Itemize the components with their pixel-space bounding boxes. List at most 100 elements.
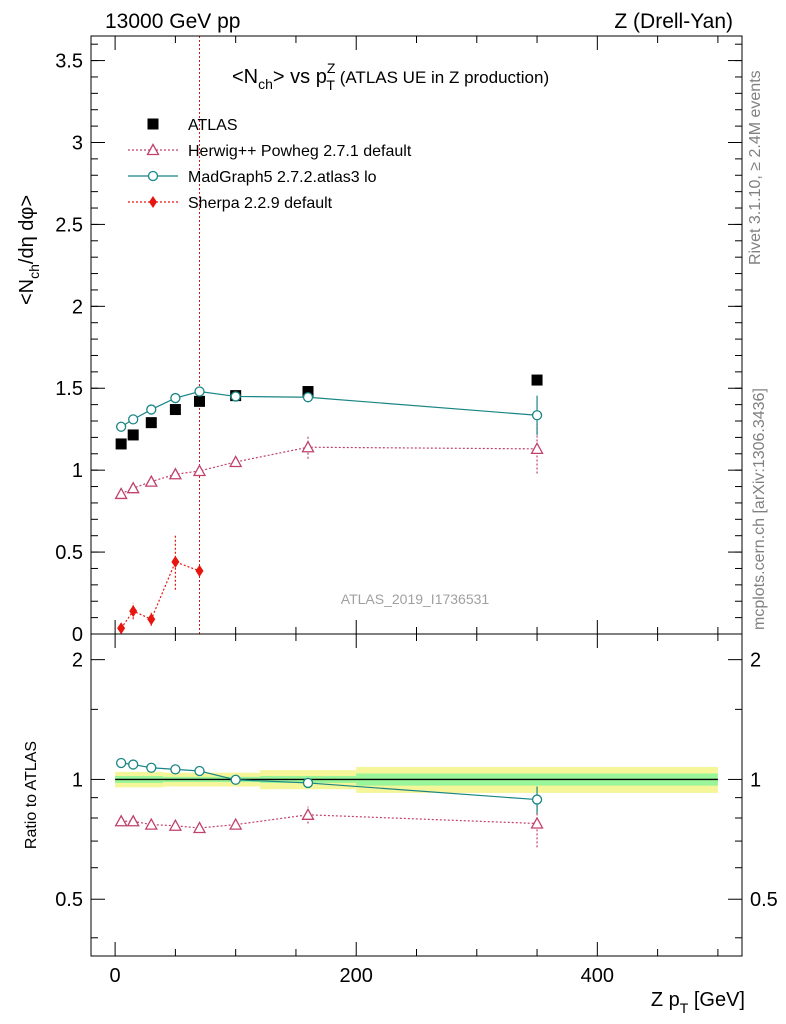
main-series-1-point <box>229 455 243 468</box>
ytick-label-right-ratio: 0.5 <box>750 889 778 911</box>
main-series-0-point <box>145 417 157 429</box>
main-series-3-point <box>147 613 156 626</box>
ratio-axes: 0.5 0.5 1 1 2 2 0 200 400 <box>55 634 778 987</box>
main-series-3-point <box>195 564 204 577</box>
ytick-label-ratio: 2 <box>72 650 83 672</box>
xtick-label: 0 <box>110 965 121 987</box>
ytick-label-main: 3.5 <box>55 51 83 73</box>
main-series-2-point <box>302 392 314 403</box>
main-title: <Nch> vs pZ T (ATLAS UE in Z production) <box>232 60 549 93</box>
mcplots-label: mcplots.cern.ch [arXiv:1306.3436] <box>751 388 768 630</box>
ytick-label-right-ratio: 1 <box>750 769 761 791</box>
ratio-series-1-point <box>229 817 243 830</box>
title-rest: (ATLAS UE in Z production) <box>335 68 549 87</box>
main-series-2-point <box>128 414 139 425</box>
main-series-2-point <box>531 410 543 421</box>
ratio-bands <box>115 766 718 793</box>
main-series-0-point <box>302 386 314 398</box>
ytick-label-main: 1.5 <box>55 378 83 400</box>
main-series-2-point <box>230 391 241 402</box>
title-sup: Z <box>327 60 336 76</box>
main-ylabel: <Nch/dη dφ> <box>16 195 42 305</box>
ratio-series-2-point <box>128 759 139 770</box>
ytick-label-main: 0 <box>72 624 83 646</box>
ratio-series-1-point <box>168 818 182 831</box>
legend-marker-1 <box>146 143 160 156</box>
ratio-frame <box>90 633 743 957</box>
legend: ATLAS Herwig++ Powheg 2.7.1 default MadG… <box>128 117 412 212</box>
main-panel: 00.511.522.533.5 <Nch> vs pZ T (ATLAS UE … <box>16 35 743 646</box>
ratio-series-1-line <box>121 814 538 829</box>
main-series-1-point <box>168 467 182 480</box>
rivet-label: Rivet 3.1.10, ≥ 2.4M events <box>747 70 764 265</box>
ratio-series-2-point <box>115 757 127 769</box>
main-series-0-point <box>169 404 181 416</box>
main-series-3-point <box>171 555 180 568</box>
main-series-2-point <box>170 392 181 404</box>
ratio-data-layer <box>114 757 544 848</box>
ratio-series-2-point <box>194 765 205 777</box>
main-series-3-point <box>129 605 138 618</box>
main-series-2-point <box>115 421 127 432</box>
title-sub: ch <box>258 76 273 92</box>
header-left: 13000 GeV pp <box>105 10 240 33</box>
main-series-0-point <box>127 429 139 441</box>
ratio-panel: 0.5 0.5 1 1 2 2 0 200 400 Ratio to ATLAS Z pT [G… <box>23 633 778 1016</box>
legend-marker-3 <box>149 196 157 208</box>
main-series-2-point <box>194 386 205 397</box>
legend-label-madgraph: MadGraph5 2.7.2.atlas3 lo <box>188 169 377 186</box>
main-series-3-point <box>117 622 126 635</box>
legend-label-herwig: Herwig++ Powheg 2.7.1 default <box>188 143 412 160</box>
legend-marker-0 <box>147 118 159 130</box>
legend-label-atlas: ATLAS <box>188 117 238 134</box>
ratio-series-2-point <box>531 794 543 805</box>
ratio-series-1-point <box>530 816 544 829</box>
title-part-b: > vs p <box>273 66 327 88</box>
ratio-ylabel: Ratio to ATLAS <box>23 741 40 849</box>
main-series-1-point <box>144 474 158 487</box>
main-series-0-point <box>194 395 205 407</box>
xtick-label: 400 <box>581 965 614 987</box>
title-part-a: <N <box>232 66 258 88</box>
main-axes: 0 0.5 1 1.5 2 2.5 3 3.5 <box>55 36 742 646</box>
ytick-label-ratio: 0.5 <box>55 889 83 911</box>
main-series-1-point <box>192 464 207 477</box>
xlabel-b: [GeV] <box>688 989 745 1011</box>
xlabel-sub: T <box>680 1000 689 1016</box>
ratio-series-1-point <box>144 817 158 830</box>
ylabel-sub: ch <box>26 264 42 279</box>
watermark: ATLAS_2019_I1736531 <box>341 591 490 607</box>
main-series-0-point <box>531 374 543 386</box>
main-data-layer <box>114 36 544 635</box>
main-series-1-point <box>530 442 544 455</box>
main-series-1-line <box>120 446 538 495</box>
ratio-series-2-point <box>302 777 314 789</box>
main-series-1-point <box>301 440 315 453</box>
ylabel-b: /dη dφ> <box>16 195 38 264</box>
main-series-2-point <box>146 404 157 415</box>
ratio-series-1-point <box>301 807 315 820</box>
ratio-series-1-point <box>126 814 140 827</box>
xlabel-a: Z p <box>651 989 680 1011</box>
ytick-label-main: 2.5 <box>55 214 83 236</box>
ratio-series-2-point <box>170 764 181 775</box>
ratio-series-1-point <box>114 814 128 827</box>
main-series-2-line <box>120 390 538 428</box>
ratio-series-1-point <box>192 821 207 834</box>
main-series-0-point <box>115 438 127 450</box>
ratio-xlabel: Z pT [GeV] <box>651 989 745 1016</box>
legend-marker-2 <box>147 170 159 182</box>
ytick-label-main: 1 <box>72 460 83 482</box>
title-sub2: T <box>326 77 335 93</box>
header-right: Z (Drell-Yan) <box>614 10 733 33</box>
legend-markers <box>128 118 178 208</box>
main-series-1-point <box>114 487 128 500</box>
ytick-label-main: 3 <box>72 132 83 154</box>
ratio-series-2-point <box>146 762 157 773</box>
xtick-label: 200 <box>340 965 373 987</box>
ratio-series-2-point <box>230 774 241 785</box>
legend-label-sherpa: Sherpa 2.2.9 default <box>188 195 333 212</box>
ylabel-a: <N <box>16 279 38 305</box>
ytick-label-main: 2 <box>72 296 83 318</box>
